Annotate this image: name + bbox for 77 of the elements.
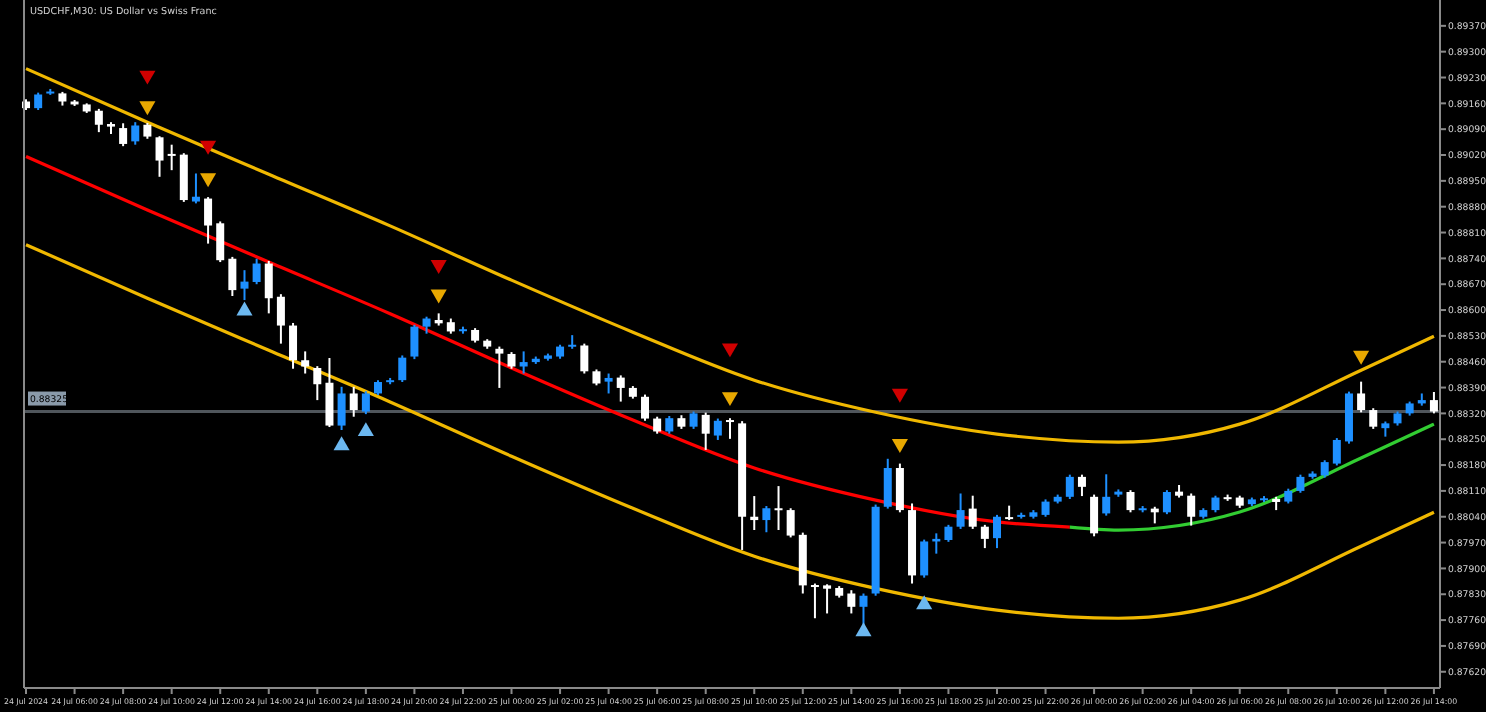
point	[891, 388, 908, 403]
point	[430, 260, 447, 274]
point	[357, 422, 374, 437]
candlestick	[519, 350, 528, 375]
candlestick	[920, 538, 929, 579]
candlestick	[616, 374, 625, 403]
candlestick	[313, 365, 322, 402]
candlestick	[361, 390, 370, 416]
candlestick	[119, 122, 128, 148]
candlestick	[252, 257, 261, 286]
candlestick	[1162, 489, 1171, 516]
candlestick	[980, 523, 989, 550]
candlestick	[580, 342, 589, 375]
candlestick	[240, 269, 249, 302]
candlestick	[337, 385, 346, 431]
candlestick	[968, 494, 977, 530]
candlestick	[1296, 473, 1305, 494]
candlestick	[847, 589, 856, 615]
candlestick	[883, 457, 892, 510]
candlestick	[216, 220, 225, 264]
point	[200, 173, 217, 188]
candlestick	[1332, 437, 1341, 467]
point	[200, 140, 217, 155]
candlestick	[604, 372, 613, 395]
candlestick	[1065, 473, 1074, 501]
candlestick	[410, 323, 419, 361]
point	[430, 289, 447, 304]
point	[1353, 350, 1370, 365]
candlestick	[1369, 407, 1378, 430]
candlestick	[167, 143, 176, 172]
candlestick	[762, 505, 771, 534]
candlestick	[701, 411, 710, 451]
candlestick	[264, 259, 273, 315]
candlestick	[1187, 492, 1196, 527]
candlestick	[1102, 473, 1111, 517]
point	[916, 595, 933, 610]
candlestick	[1090, 493, 1099, 538]
line-series	[1068, 422, 1436, 532]
candlestick	[325, 357, 334, 429]
point	[855, 622, 872, 637]
candlestick	[956, 492, 965, 530]
candlestick	[398, 354, 407, 384]
candlestick	[495, 345, 504, 389]
candlestick	[131, 121, 140, 146]
candlestick	[895, 462, 904, 514]
point	[891, 439, 908, 453]
candlestick	[228, 255, 237, 298]
candlestick	[349, 385, 358, 418]
candlestick	[204, 196, 213, 245]
candlestick	[786, 507, 795, 539]
candlestick	[155, 135, 164, 178]
candlestick	[810, 582, 819, 620]
candlestick	[94, 107, 103, 134]
candlestick	[1077, 473, 1086, 498]
candlestick	[276, 293, 285, 345]
point	[139, 70, 156, 85]
candlestick	[713, 417, 722, 441]
candlestick	[725, 417, 734, 440]
candlestick	[301, 350, 310, 375]
candlestick	[992, 513, 1001, 550]
point	[139, 101, 156, 116]
candlestick	[1126, 489, 1135, 514]
candlestick	[179, 152, 188, 203]
candlestick	[859, 592, 868, 627]
line-series	[24, 243, 1436, 620]
point	[721, 392, 739, 407]
candlestick	[1357, 380, 1366, 414]
point	[721, 343, 739, 358]
candlestick	[191, 172, 200, 205]
candlestick	[1344, 390, 1353, 445]
candlestick	[774, 485, 783, 532]
candlestick	[289, 321, 298, 370]
point	[333, 436, 350, 451]
candlestick	[641, 393, 650, 422]
line-series	[24, 67, 1436, 444]
candlestick	[1429, 390, 1438, 415]
candlestick	[823, 583, 832, 615]
